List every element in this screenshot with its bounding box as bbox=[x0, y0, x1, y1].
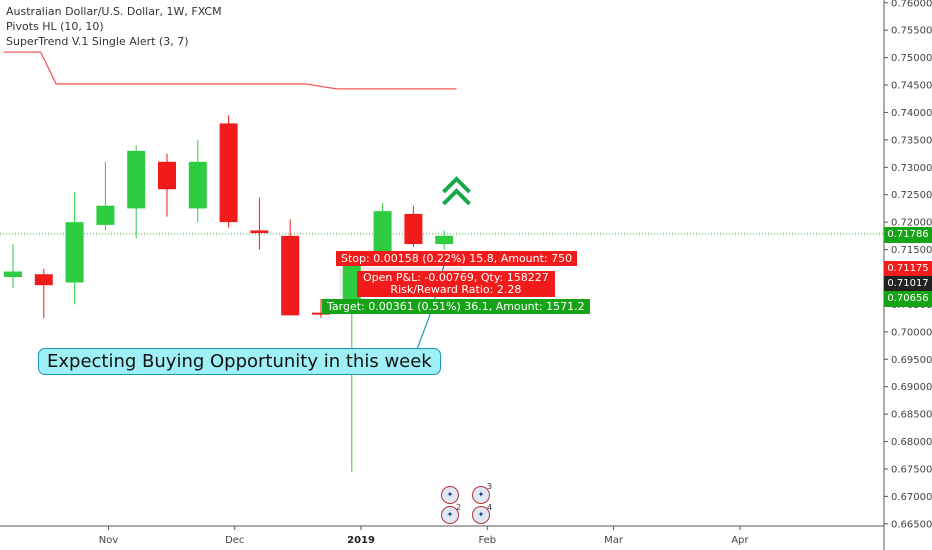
candle-body bbox=[219, 123, 238, 223]
price-tick-label: 0.73500 bbox=[891, 135, 932, 146]
candle bbox=[281, 219, 300, 316]
stop-price-tag: 0.71175 bbox=[884, 261, 932, 277]
candlestick-series bbox=[4, 115, 454, 472]
note-callout[interactable]: Expecting Buying Opportunity in this wee… bbox=[38, 348, 441, 375]
candle bbox=[96, 161, 115, 231]
time-tick-label: 2019 bbox=[347, 535, 375, 546]
price-tick-label: 0.71500 bbox=[891, 245, 932, 256]
chevron-up-icon bbox=[442, 176, 471, 194]
candle-body bbox=[65, 222, 84, 283]
event-flag-icon[interactable]: ✦ bbox=[441, 486, 459, 504]
risk-reward-text: Risk/Reward Ratio: 2.28 bbox=[390, 283, 522, 296]
event-count: 4 bbox=[487, 503, 493, 512]
time-tick-label: Dec bbox=[225, 535, 244, 546]
price-tick-label: 0.75000 bbox=[891, 53, 932, 64]
price-tick-label: 0.74500 bbox=[891, 81, 932, 92]
candle-body bbox=[281, 235, 300, 316]
candle-body bbox=[34, 274, 53, 286]
pnl-text: Open P&L: -0.00769, Qty: 158227 bbox=[363, 271, 549, 284]
event-flag-icon[interactable]: ✦ bbox=[472, 486, 490, 504]
candle bbox=[188, 139, 207, 223]
candle bbox=[65, 191, 84, 305]
candle-body bbox=[373, 211, 392, 264]
time-tick-label: Feb bbox=[478, 535, 496, 546]
price-tick-label: 0.66500 bbox=[891, 519, 932, 530]
price-tick-label: 0.67500 bbox=[891, 464, 932, 475]
price-tick-label: 0.74000 bbox=[891, 108, 932, 119]
candle bbox=[435, 230, 454, 250]
price-tick-label: 0.70000 bbox=[891, 327, 932, 338]
candle-body bbox=[250, 230, 269, 234]
time-tick-label: Nov bbox=[99, 535, 119, 546]
chart-legend: Australian Dollar/U.S. Dollar, 1W, FXCM … bbox=[6, 4, 222, 49]
candle-body bbox=[435, 235, 454, 245]
candle-body bbox=[188, 161, 207, 209]
price-tick-label: 0.69000 bbox=[891, 382, 932, 393]
time-tick-label: Apr bbox=[731, 535, 749, 546]
supertrend-path bbox=[3, 51, 457, 90]
candle bbox=[404, 205, 423, 247]
indicator-supertrend[interactable]: SuperTrend V.1 Single Alert (3, 7) bbox=[6, 35, 189, 48]
price-tick-label: 0.76000 bbox=[891, 0, 932, 9]
price-tick-label: 0.69500 bbox=[891, 355, 932, 366]
target-label[interactable]: Target: 0.00361 (0.51%) 36.1, Amount: 15… bbox=[322, 299, 590, 314]
candle bbox=[219, 115, 238, 228]
buy-signal-icon bbox=[442, 176, 471, 206]
candle bbox=[158, 153, 176, 217]
price-tick-label: 0.68000 bbox=[891, 437, 932, 448]
price-tick-label: 0.72000 bbox=[891, 218, 932, 229]
current-price-tag: 0.71786 bbox=[884, 227, 932, 243]
event-flag-icon[interactable]: ✦ bbox=[472, 506, 490, 524]
time-axis: Nov Dec 2019 Feb Mar Apr bbox=[0, 525, 884, 546]
target-price-tag: 0.70656 bbox=[884, 291, 932, 307]
event-count: 2 bbox=[456, 503, 462, 512]
candle bbox=[250, 197, 269, 250]
candle-body bbox=[96, 205, 115, 225]
indicator-pivots[interactable]: Pivots HL (10, 10) bbox=[6, 20, 104, 33]
candle-body bbox=[342, 263, 361, 310]
candle-body bbox=[4, 271, 22, 277]
price-tick-label: 0.72500 bbox=[891, 190, 932, 201]
pnl-label[interactable]: Open P&L: -0.00769, Qty: 158227 Risk/Rew… bbox=[357, 271, 555, 297]
candle-body bbox=[312, 312, 330, 315]
candle-body bbox=[158, 161, 176, 190]
time-tick-label: Mar bbox=[604, 535, 624, 546]
entry-price-tag: 0.71017 bbox=[884, 276, 932, 292]
price-tick-label: 0.73000 bbox=[891, 163, 932, 174]
candle bbox=[34, 268, 53, 319]
candle-body bbox=[404, 213, 423, 245]
event-count: 3 bbox=[487, 482, 493, 491]
candle bbox=[312, 298, 330, 319]
candle bbox=[127, 145, 146, 239]
event-flag-icon[interactable]: ✦ bbox=[441, 506, 459, 524]
price-tick-label: 0.67000 bbox=[891, 492, 932, 503]
supertrend-line bbox=[3, 51, 457, 90]
price-tick-label: 0.68500 bbox=[891, 410, 932, 421]
candle-body bbox=[127, 150, 146, 209]
stop-label[interactable]: Stop: 0.00158 (0.22%) 15.8, Amount: 750 bbox=[336, 251, 578, 266]
candle bbox=[4, 244, 22, 288]
chevron-up-icon bbox=[442, 188, 471, 206]
symbol-title[interactable]: Australian Dollar/U.S. Dollar, 1W, FXCM bbox=[6, 5, 222, 18]
price-tick-label: 0.75500 bbox=[891, 26, 932, 37]
